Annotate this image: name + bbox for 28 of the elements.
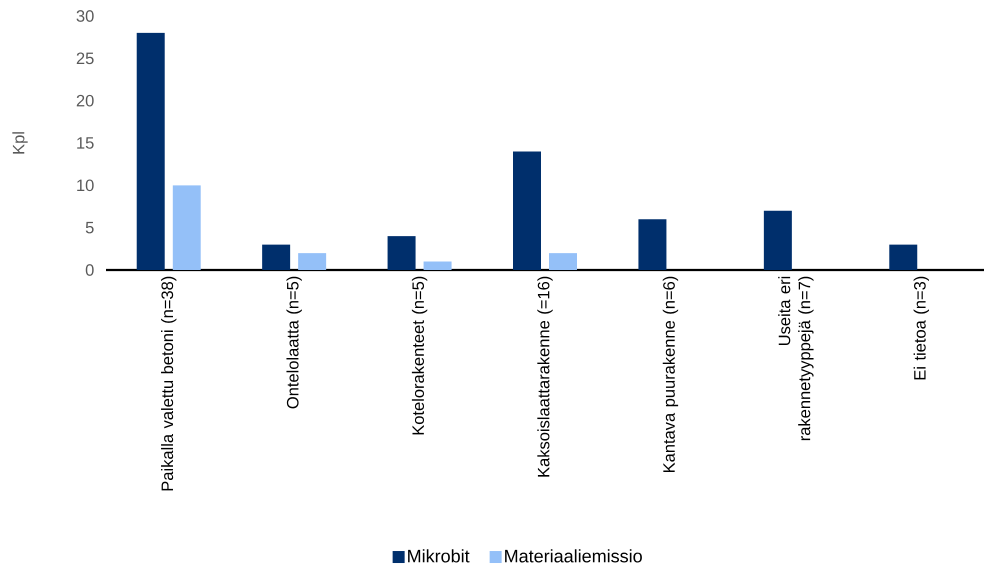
- bar: [136, 32, 165, 270]
- y-axis-title: Kpl: [12, 132, 28, 154]
- bar: [298, 253, 326, 270]
- x-tick-label: Kotelorakenteet (n=5): [412, 276, 428, 434]
- y-tick-label: 10: [77, 179, 94, 192]
- x-tick-label: Kantava puurakenne (n=6): [662, 276, 678, 472]
- x-tick-label: Ei tietoa (n=3): [914, 276, 929, 380]
- y-tick-label: 20: [76, 94, 94, 106]
- y-tick-label: 0: [86, 264, 94, 276]
- bar: [549, 253, 578, 270]
- bar: [764, 210, 792, 270]
- bar: [889, 244, 918, 270]
- bar: [513, 151, 541, 270]
- bar: [262, 244, 290, 270]
- bar: [172, 185, 201, 270]
- y-tick-label: 15: [77, 137, 94, 149]
- y-tick-label: 25: [76, 52, 94, 64]
- y-tick-label: 30: [76, 10, 94, 22]
- bar: [424, 262, 452, 270]
- bar: [388, 236, 416, 270]
- bar: [638, 219, 666, 270]
- y-tick-label: 5: [86, 222, 94, 234]
- legend-label: Materiaaliemissio: [505, 549, 642, 562]
- x-tick-label: Useita eri rakennetyyppejä (n=7): [778, 276, 814, 440]
- x-tick-label: Kaksoislaattarakenne (=16): [537, 276, 553, 477]
- x-tick-label: Paikalla valettu betoni (n=38): [161, 276, 176, 490]
- x-tick-label: Ontelolaatta (n=5): [286, 276, 302, 408]
- legend-label: Mikrobit: [408, 549, 470, 562]
